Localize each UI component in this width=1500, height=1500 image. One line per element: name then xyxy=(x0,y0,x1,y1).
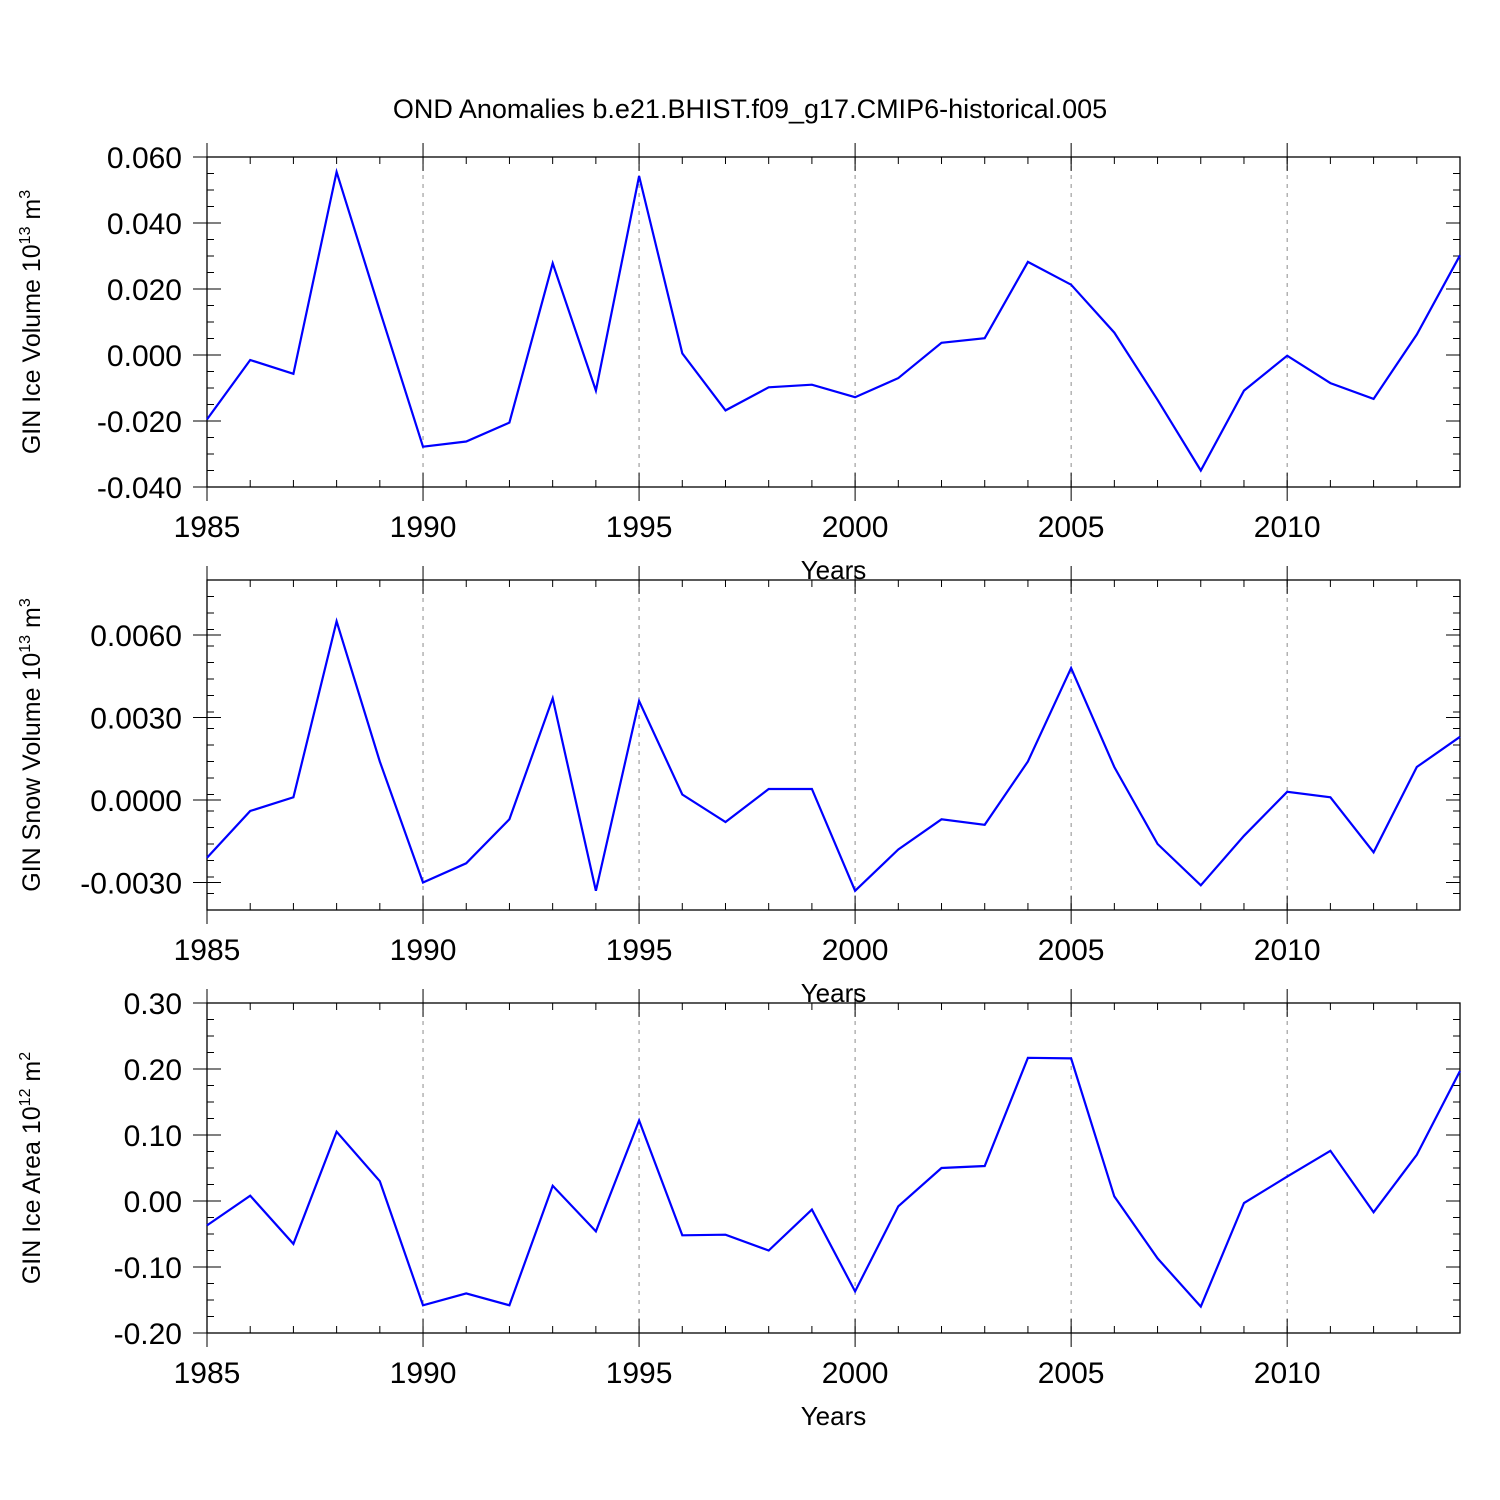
y-axis-label: GIN Snow Volume 1013 m3 xyxy=(17,598,46,892)
y-axis-label-unit: m xyxy=(18,1061,46,1089)
x-tick-label: 1990 xyxy=(390,511,457,544)
y-tick-label: 0.20 xyxy=(124,1054,182,1087)
data-series-line xyxy=(206,167,1461,473)
y-tick-label: 0.0030 xyxy=(90,703,182,736)
y-axis-label-text: GIN Snow Volume 10 xyxy=(18,653,46,892)
chart-panel-1: -0.040 -0.020 0.000 0.020 0.040 0.060 1985 1990… xyxy=(17,142,1461,585)
y-tick-label: 0.0060 xyxy=(90,620,182,653)
y-tick-label: 0.000 xyxy=(107,340,182,373)
x-tick-label: 1995 xyxy=(606,511,673,544)
x-tick-label: 2010 xyxy=(1254,1357,1321,1390)
y-axis-label-unit: m xyxy=(18,607,46,635)
y-tick-label: 0.040 xyxy=(107,208,182,241)
data-series-line xyxy=(206,617,1461,893)
y-tick-label: -0.0030 xyxy=(80,868,182,901)
y-axis-label-exponent: 12 xyxy=(17,1088,34,1106)
data-series-line xyxy=(206,1056,1461,1309)
y-axis-label-exponent: 13 xyxy=(17,226,34,244)
x-tick-label: 2005 xyxy=(1038,934,1105,967)
chart-panel-3: -0.20 -0.10 0.00 0.10 0.20 0.30 1985 1990 1995 20… xyxy=(17,988,1461,1431)
y-tick-label: -0.020 xyxy=(97,406,182,439)
y-tick-label: -0.10 xyxy=(114,1252,182,1285)
x-tick-label: 2005 xyxy=(1038,511,1105,544)
x-tick-label: 2000 xyxy=(822,1357,889,1390)
y-tick-label: -0.20 xyxy=(114,1318,182,1351)
x-axis-label: Years xyxy=(801,1401,867,1431)
y-axis-label-unit-exponent: 3 xyxy=(17,598,34,607)
y-axis-label-unit: m xyxy=(18,199,46,227)
y-axis-label: GIN Ice Area 1012 m2 xyxy=(17,1052,46,1284)
y-axis-label-text: GIN Ice Area 10 xyxy=(18,1106,46,1284)
x-tick-label: 1985 xyxy=(174,934,241,967)
y-axis-label-unit-exponent: 3 xyxy=(17,190,34,199)
x-tick-label: 2000 xyxy=(822,511,889,544)
x-tick-label: 1990 xyxy=(390,934,457,967)
y-tick-label: 0.060 xyxy=(107,142,182,175)
x-tick-label: 1990 xyxy=(390,1357,457,1390)
x-tick-label: 1995 xyxy=(606,1357,673,1390)
x-tick-label: 1985 xyxy=(174,511,241,544)
y-axis-label-unit-exponent: 2 xyxy=(17,1052,34,1061)
x-tick-label: 2000 xyxy=(822,934,889,967)
y-axis-label-exponent: 13 xyxy=(17,635,34,653)
y-tick-label: 0.020 xyxy=(107,274,182,307)
y-tick-label: 0.00 xyxy=(124,1186,182,1219)
y-tick-label: 0.10 xyxy=(124,1120,182,1153)
y-axis-label: GIN Ice Volume 1013 m3 xyxy=(17,190,46,454)
x-tick-label: 2010 xyxy=(1254,934,1321,967)
y-axis-label-text: GIN Ice Volume 10 xyxy=(18,244,46,454)
panels: -0.040 -0.020 0.000 0.020 0.040 0.060 1985 1990… xyxy=(17,142,1461,1431)
x-tick-label: 2010 xyxy=(1254,511,1321,544)
x-tick-label: 2005 xyxy=(1038,1357,1105,1390)
x-tick-label: 1995 xyxy=(606,934,673,967)
y-tick-label: -0.040 xyxy=(97,472,182,505)
chart-panel-2: -0.0030 0.0000 0.0030 0.0060 1985 1990 1995 200… xyxy=(17,566,1461,1008)
x-tick-label: 1985 xyxy=(174,1357,241,1390)
y-tick-label: 0.0000 xyxy=(90,785,182,818)
y-tick-label: 0.30 xyxy=(124,988,182,1021)
figure-title: OND Anomalies b.e21.BHIST.f09_g17.CMIP6-… xyxy=(393,94,1107,124)
